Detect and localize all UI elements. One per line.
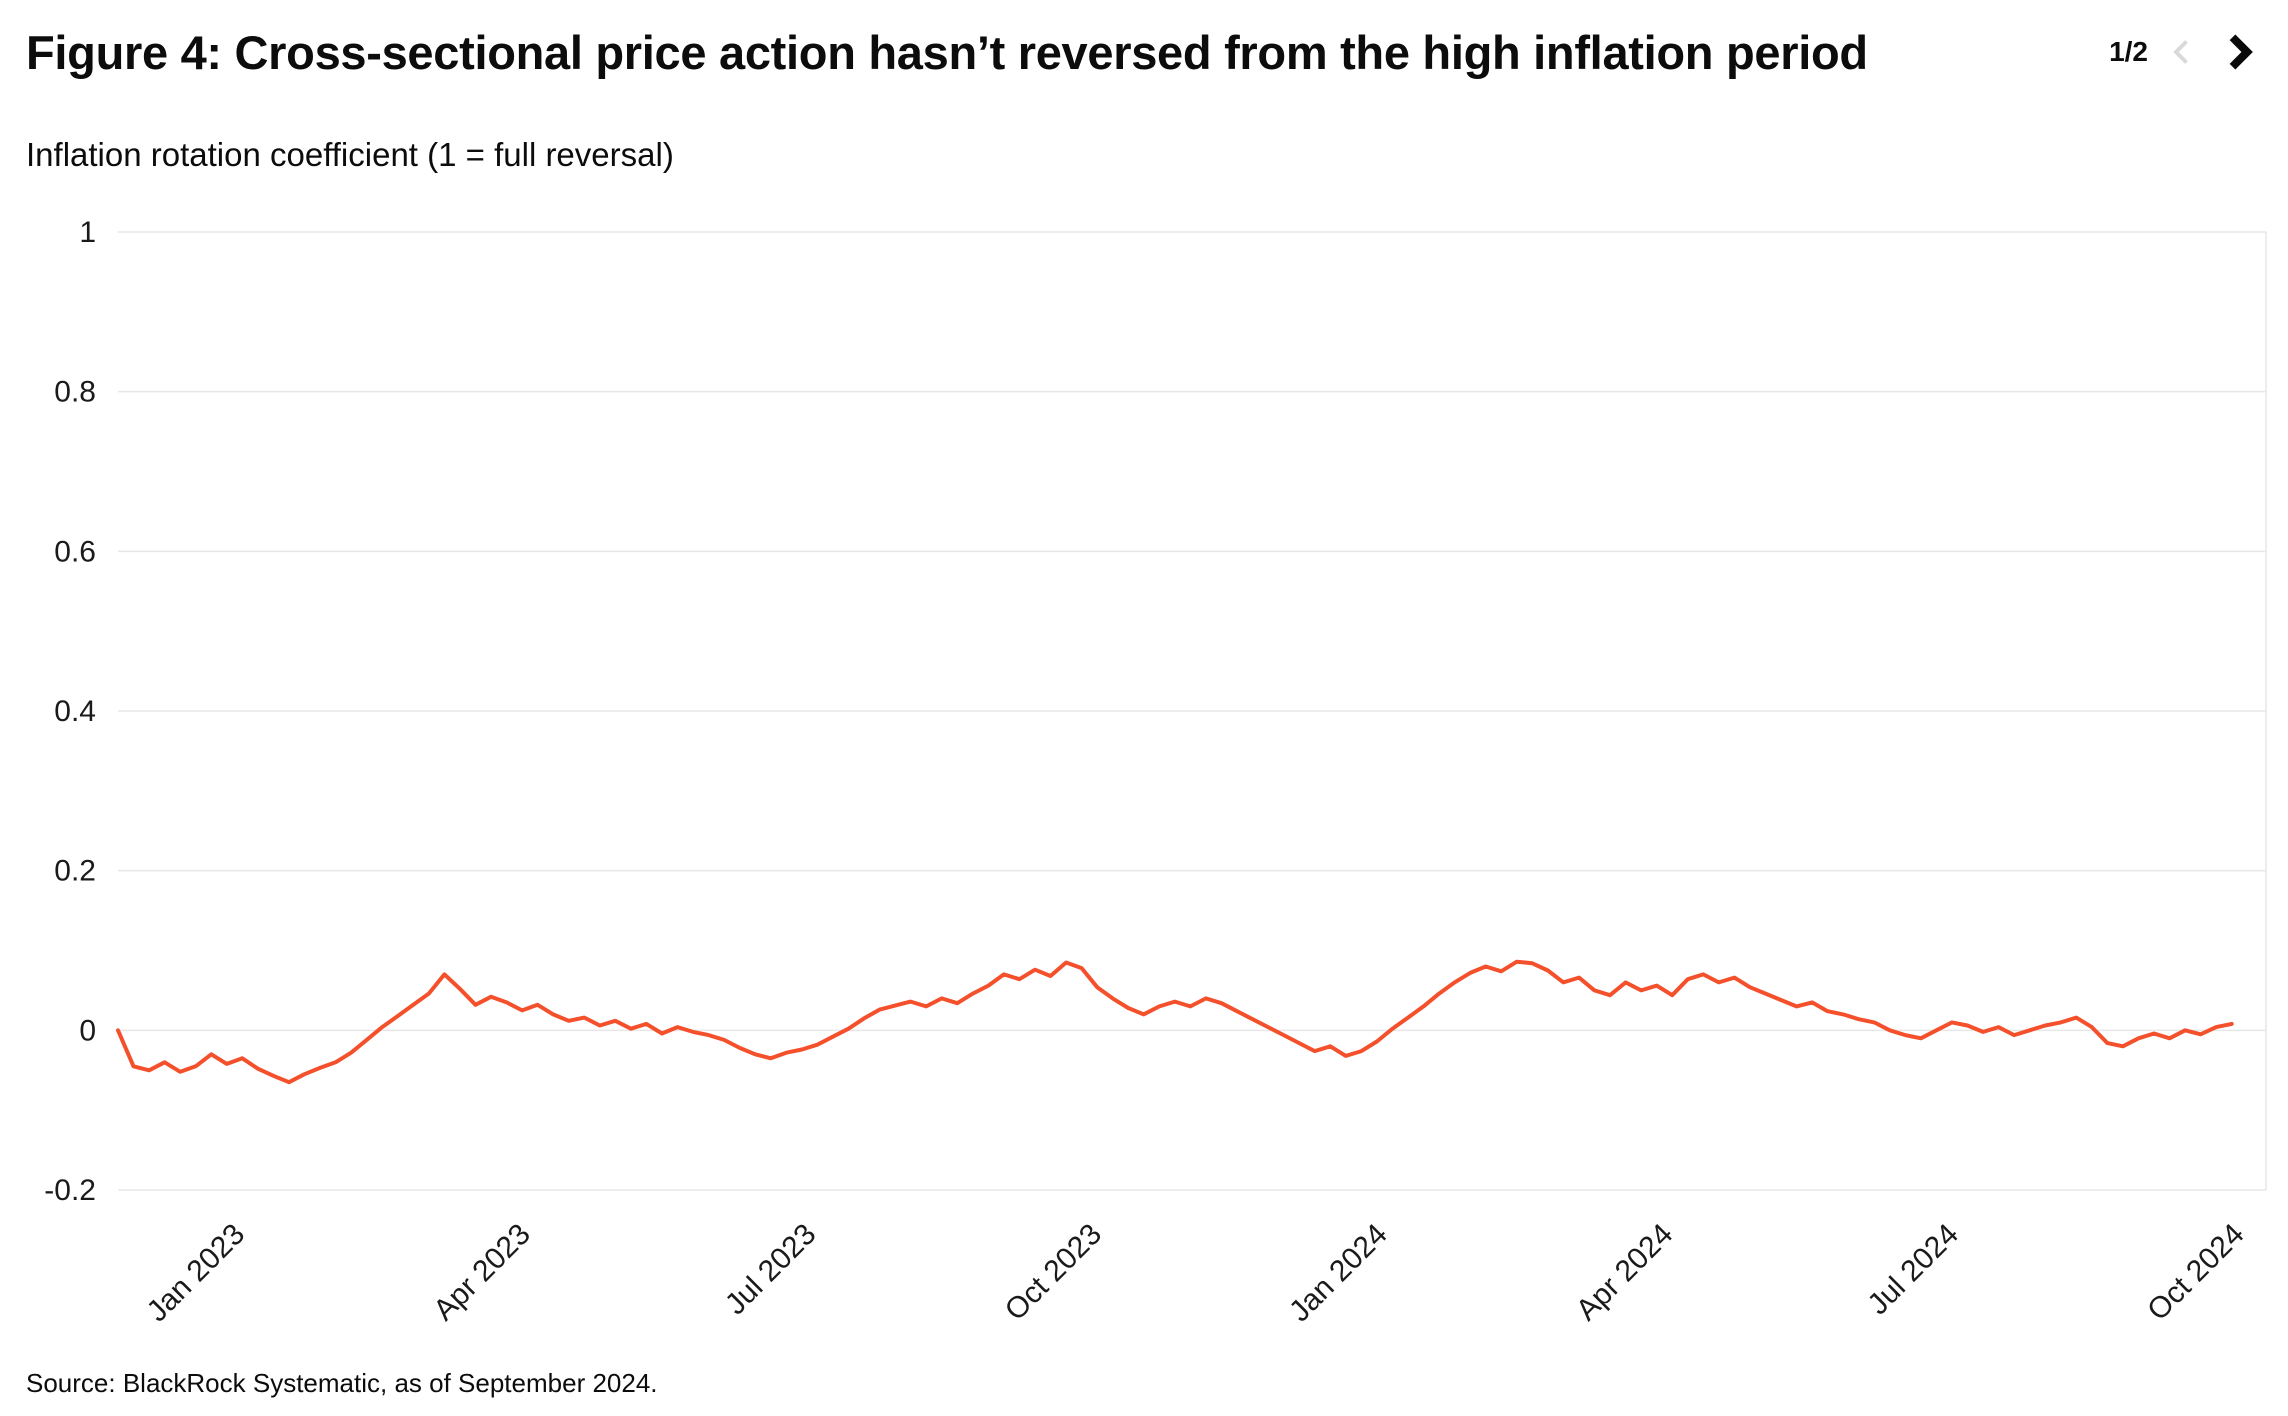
svg-text:Jul 2024: Jul 2024 [1861,1218,1965,1322]
svg-text:0.8: 0.8 [54,376,96,409]
svg-text:Jan 2024: Jan 2024 [1283,1218,1394,1329]
svg-text:Jul 2023: Jul 2023 [719,1218,823,1322]
series-line [116,959,2234,1085]
svg-text:Apr 2024: Apr 2024 [1570,1218,1679,1327]
svg-text:0: 0 [79,1014,96,1047]
chart-title: Inflation rotation coefficient (1 = full… [26,136,674,173]
pagination: 1/2 [2109,30,2260,74]
svg-text:Oct 2023: Oct 2023 [999,1218,1108,1327]
svg-text:Jan 2023: Jan 2023 [141,1218,252,1329]
chevron-right-icon [2216,30,2260,74]
svg-text:0.4: 0.4 [54,695,96,728]
svg-text:Apr 2023: Apr 2023 [427,1218,536,1327]
gridlines [118,231,2267,1191]
next-button[interactable] [2216,30,2260,74]
page-indicator: 1/2 [2109,36,2148,67]
svg-text:0.6: 0.6 [54,535,96,568]
svg-text:0.2: 0.2 [54,855,96,888]
svg-text:1: 1 [79,216,96,249]
chevron-left-icon [2164,34,2200,70]
svg-text:-0.2: -0.2 [44,1174,96,1207]
header: Figure 4: Cross-sectional price action h… [0,0,2288,80]
x-axis-labels: Jan 2023 Apr 2023 Jul 2023 Oct 2023 Jan 2024… [141,1218,2251,1329]
svg-text:Oct 2024: Oct 2024 [2141,1218,2250,1327]
figure-title: Figure 4: Cross-sectional price action h… [26,26,1868,79]
prev-button[interactable] [2164,34,2200,70]
y-axis-labels: 1 0.8 0.6 0.4 0.2 0 -0.2 [44,216,96,1207]
source-note: Source: BlackRock Systematic, as of Sept… [26,1368,658,1398]
